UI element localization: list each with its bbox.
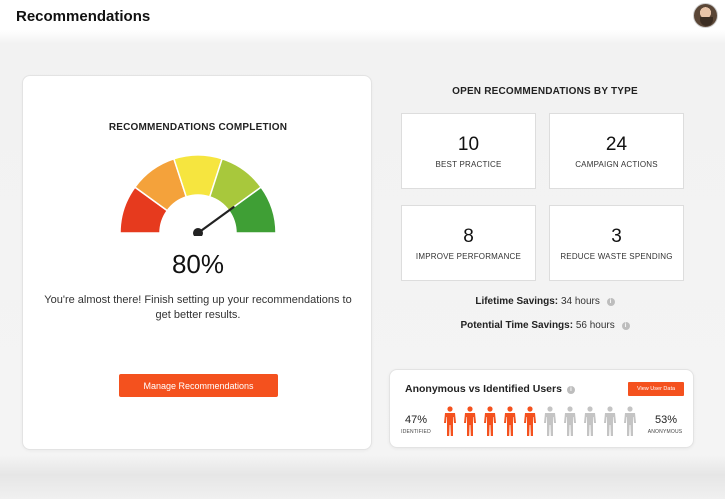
users-card-title-text: Anonymous vs Identified Users <box>405 383 562 395</box>
anonymous-user-icon <box>624 406 636 436</box>
user-avatar-icon[interactable] <box>693 3 718 28</box>
stat-count: 24 <box>605 134 628 155</box>
anonymous-user-icon <box>604 406 616 436</box>
completion-percent: 80% <box>171 249 225 279</box>
user-figures-row <box>444 406 636 436</box>
info-icon[interactable]: i <box>621 322 630 330</box>
lifetime-savings-value: 34 hours <box>560 296 600 307</box>
stat-label: REDUCE WASTE SPENDING <box>560 252 673 261</box>
gauge-needle-pivot <box>193 228 203 236</box>
stat-reduce-waste-spending[interactable]: 3 REDUCE WASTE SPENDING <box>549 205 684 281</box>
completion-heading: RECOMMENDATIONS COMPLETION <box>108 122 288 133</box>
stat-label: IMPROVE PERFORMANCE <box>415 252 522 261</box>
anonymous-user-icon <box>564 406 576 436</box>
stat-count: 8 <box>463 226 474 247</box>
top-bar: Recommendations <box>0 0 725 36</box>
stat-campaign-actions[interactable]: 24 CAMPAIGN ACTIONS <box>549 113 684 189</box>
identified-user-icon <box>464 406 476 436</box>
anonymous-vs-identified-card: Anonymous vs Identified Users i View User… <box>389 369 694 448</box>
page-title: Recommendations <box>16 8 151 25</box>
anonymous-percent: 53% <box>654 414 678 426</box>
stat-count: 3 <box>611 226 622 247</box>
potential-savings-value: 56 hours <box>575 320 615 331</box>
anonymous-label: ANONYMOUS <box>647 429 683 435</box>
identified-user-icon <box>444 406 456 436</box>
info-icon[interactable]: i <box>566 386 575 394</box>
stat-count: 10 <box>457 134 480 155</box>
avatar-beard <box>700 17 713 26</box>
info-icon[interactable]: i <box>606 298 615 306</box>
identified-user-icon <box>524 406 536 436</box>
identified-user-icon <box>504 406 516 436</box>
stat-label: CAMPAIGN ACTIONS <box>575 160 658 169</box>
identified-user-icon <box>484 406 496 436</box>
identified-percent: 47% <box>404 414 428 426</box>
potential-savings-label: Potential Time Savings: <box>460 320 574 331</box>
anonymous-user-icon <box>544 406 556 436</box>
anonymous-user-icon <box>584 406 596 436</box>
potential-time-savings: Potential Time Savings: 56 hours i <box>390 320 700 331</box>
completion-gauge <box>119 154 277 236</box>
users-card-title: Anonymous vs Identified Users i <box>405 383 575 395</box>
stat-label: BEST PRACTICE <box>435 160 502 169</box>
manage-recommendations-button[interactable]: Manage Recommendations <box>119 374 278 397</box>
identified-label: IDENTIFIED <box>401 429 431 435</box>
stat-best-practice[interactable]: 10 BEST PRACTICE <box>401 113 536 189</box>
open-recommendations-heading: OPEN RECOMMENDATIONS BY TYPE <box>452 86 638 97</box>
lifetime-savings-label: Lifetime Savings: <box>475 296 559 307</box>
gauge-segments <box>119 154 277 234</box>
lifetime-savings: Lifetime Savings: 34 hours i <box>390 296 700 307</box>
gauge-hub-background <box>160 195 236 236</box>
stat-improve-performance[interactable]: 8 IMPROVE PERFORMANCE <box>401 205 536 281</box>
gauge-needle <box>196 206 235 235</box>
view-user-data-button[interactable]: View User Data <box>628 382 684 396</box>
completion-message: You're almost there! Finish setting up y… <box>44 294 352 321</box>
completion-card: RECOMMENDATIONS COMPLETION 80% You're al… <box>22 75 372 450</box>
gauge-segment <box>227 186 277 234</box>
